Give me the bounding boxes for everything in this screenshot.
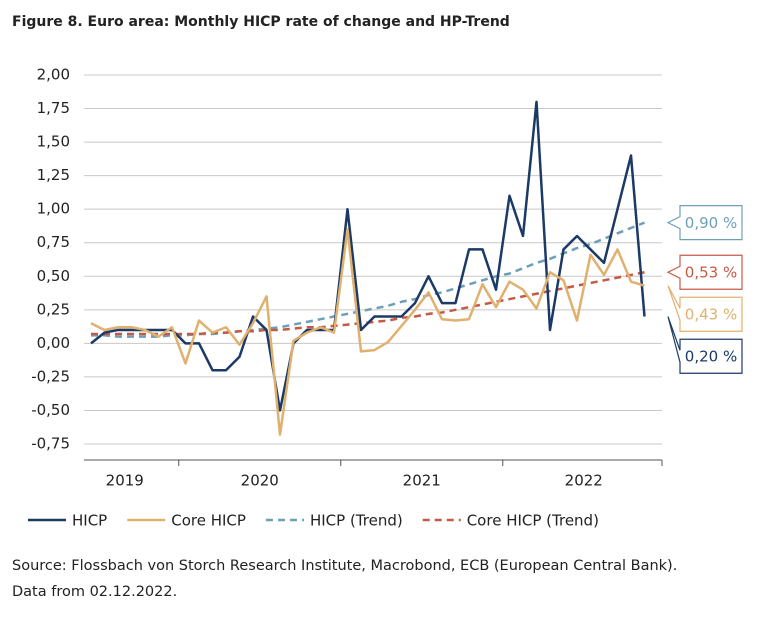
end-label-box bbox=[666, 254, 743, 290]
x-tick-label: 2020 bbox=[241, 472, 279, 490]
series-line bbox=[90, 100, 646, 412]
y-tick-label: 1,75 bbox=[37, 99, 70, 117]
y-tick-label: 0,00 bbox=[37, 334, 70, 352]
series-line bbox=[90, 228, 645, 436]
end-label-box bbox=[667, 316, 743, 374]
y-tick-label: 0,75 bbox=[37, 233, 70, 251]
x-tick-label: 2021 bbox=[403, 472, 441, 490]
y-tick-label: 2,00 bbox=[37, 66, 70, 84]
x-tick-label: 2019 bbox=[106, 472, 144, 490]
y-tick-label: -0,50 bbox=[31, 401, 70, 419]
series-line bbox=[91, 221, 645, 338]
chart-title: Figure 8. Euro area: Monthly HICP rate o… bbox=[12, 14, 510, 30]
end-label: 0,90 % bbox=[685, 214, 737, 232]
legend-label: Core HICP (Trend) bbox=[467, 512, 599, 530]
end-label: 0,43 % bbox=[685, 306, 737, 324]
note: Data from 02.12.2022. bbox=[12, 584, 177, 600]
y-tick-label: 1,25 bbox=[37, 166, 70, 184]
y-tick-label: 1,50 bbox=[37, 133, 70, 151]
legend-label: Core HICP bbox=[171, 512, 246, 530]
source: Source: Flossbach von Storch Research In… bbox=[12, 558, 677, 574]
legend-label: HICP bbox=[72, 512, 107, 530]
end-label: 0,53 % bbox=[685, 264, 737, 282]
y-tick-label: -0,75 bbox=[31, 435, 70, 453]
x-tick-label: 2022 bbox=[565, 472, 603, 490]
y-tick-label: 0,25 bbox=[37, 300, 70, 318]
y-tick-label: -0,25 bbox=[31, 367, 70, 385]
y-tick-label: 1,00 bbox=[37, 200, 70, 218]
y-tick-label: 0,50 bbox=[37, 267, 70, 285]
end-label-box bbox=[667, 285, 743, 332]
end-label: 0,20 % bbox=[685, 348, 737, 366]
end-label-box bbox=[666, 205, 743, 241]
legend-label: HICP (Trend) bbox=[310, 512, 403, 530]
